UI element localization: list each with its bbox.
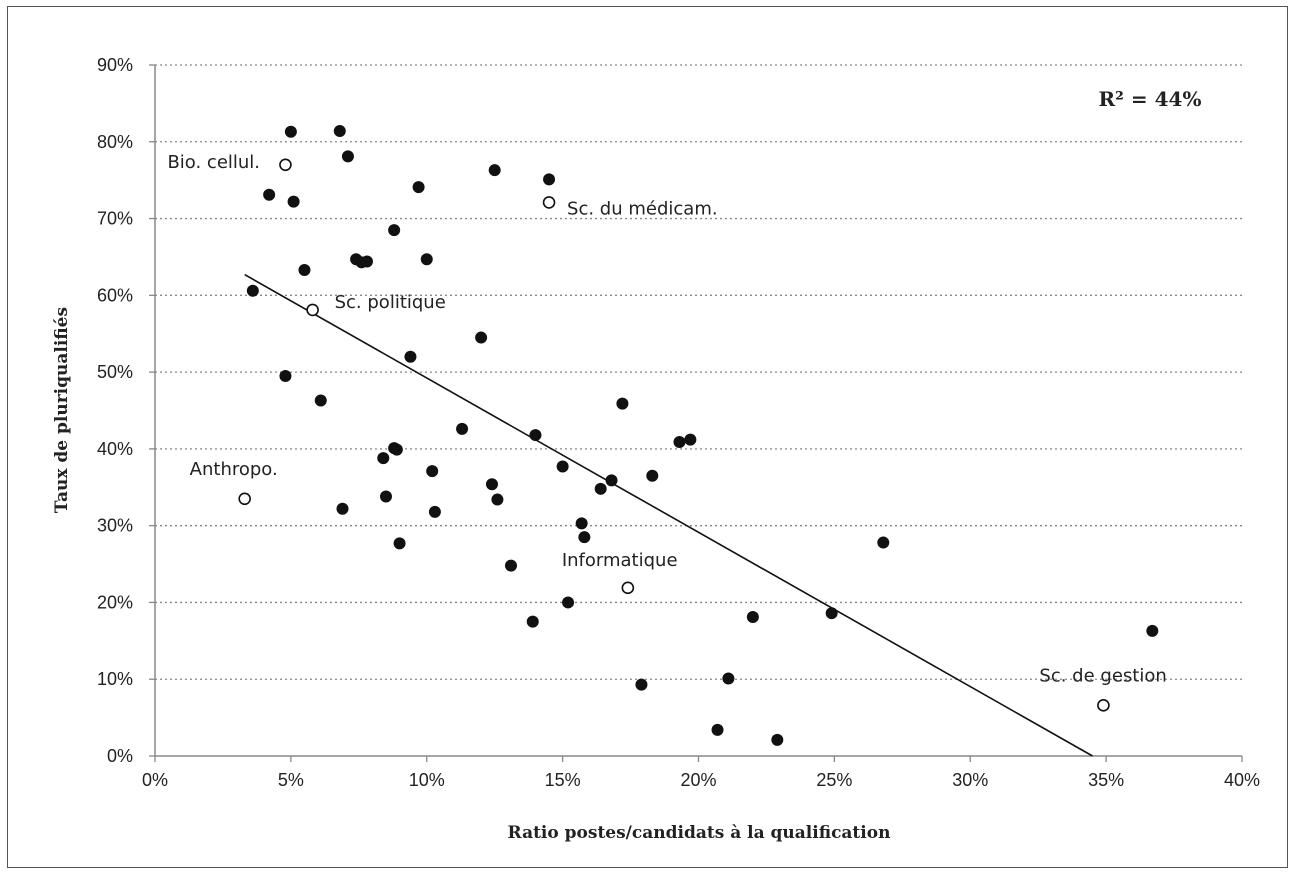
labeled-points xyxy=(238,158,1110,712)
labeled-data-point xyxy=(1097,699,1110,712)
r-squared-annotation: R² = 44% xyxy=(1099,87,1202,111)
y-axis-title: Taux de pluriqualifiés xyxy=(52,307,72,513)
x-tick-label: 15% xyxy=(545,770,581,790)
y-tick-label: 90% xyxy=(97,55,133,75)
y-tick-label: 40% xyxy=(97,439,133,459)
x-tick-label: 40% xyxy=(1224,770,1260,790)
data-point xyxy=(635,678,648,691)
data-point xyxy=(485,478,498,491)
data-point xyxy=(1146,624,1159,637)
data-point xyxy=(336,502,349,515)
x-tick-labels: 0% 5% 10% 15% 20% 25% 30% 35% 40% xyxy=(142,756,1260,790)
data-point xyxy=(526,615,539,628)
data-point xyxy=(684,433,697,446)
y-tick-label: 80% xyxy=(97,132,133,152)
y-tick-label: 10% xyxy=(97,669,133,689)
data-point xyxy=(388,224,401,237)
data-point xyxy=(377,452,390,465)
gridlines xyxy=(155,64,1242,680)
point-label: Sc. politique xyxy=(335,292,446,313)
x-tick-label: 10% xyxy=(409,770,445,790)
data-point xyxy=(314,394,327,407)
data-point xyxy=(746,611,759,624)
data-point xyxy=(529,429,542,442)
data-point xyxy=(279,369,292,382)
data-point xyxy=(428,505,441,518)
data-point xyxy=(504,559,517,572)
y-tick-label: 50% xyxy=(97,362,133,382)
labeled-data-point xyxy=(306,303,319,317)
labeled-data-point xyxy=(238,492,251,506)
data-point xyxy=(556,460,569,473)
data-point xyxy=(246,284,259,297)
data-point xyxy=(284,125,297,138)
data-point xyxy=(333,125,346,138)
data-point xyxy=(605,474,618,487)
data-point xyxy=(298,263,311,276)
x-axis-title: Ratio postes/candidats à la qualificatio… xyxy=(508,823,891,843)
data-point xyxy=(379,490,392,503)
data-point xyxy=(475,331,488,344)
data-point xyxy=(390,443,403,456)
data-point xyxy=(456,422,469,435)
data-point xyxy=(646,469,659,482)
data-point xyxy=(287,195,300,208)
y-tick-label: 70% xyxy=(97,209,133,229)
point-annotations: Bio. cellul. Sc. du médicam. Sc. politique… xyxy=(167,152,1166,687)
x-tick-label: 20% xyxy=(680,770,716,790)
data-point xyxy=(562,596,575,609)
x-tick-label: 25% xyxy=(816,770,852,790)
data-points xyxy=(246,125,1159,746)
labeled-data-point xyxy=(279,158,292,172)
data-point xyxy=(491,493,504,506)
data-point xyxy=(420,253,433,266)
data-point xyxy=(673,435,686,448)
x-tick-label: 0% xyxy=(142,770,168,790)
y-tick-label: 20% xyxy=(97,592,133,612)
labeled-data-point xyxy=(542,196,556,209)
labeled-data-point xyxy=(621,581,635,595)
point-label: Sc. de gestion xyxy=(1039,665,1166,686)
data-point xyxy=(825,607,838,620)
y-tick-label: 30% xyxy=(97,516,133,536)
data-point xyxy=(722,672,735,685)
x-tick-label: 35% xyxy=(1088,770,1124,790)
point-label: Sc. du médicam. xyxy=(567,198,718,219)
chart-frame xyxy=(7,6,1288,868)
data-point xyxy=(341,150,354,163)
data-point xyxy=(575,517,588,530)
point-label: Anthropo. xyxy=(190,459,278,480)
data-point xyxy=(543,173,556,186)
data-point xyxy=(594,482,607,495)
data-point xyxy=(404,350,417,363)
x-tick-label: 5% xyxy=(278,770,304,790)
data-point xyxy=(578,531,591,544)
point-label: Informatique xyxy=(562,550,678,571)
point-label: Bio. cellul. xyxy=(167,152,260,173)
x-tick-label: 30% xyxy=(952,770,988,790)
data-point xyxy=(711,723,724,736)
data-point xyxy=(426,465,439,478)
data-point xyxy=(393,537,406,550)
trendline xyxy=(244,273,1093,757)
y-tick-labels: 0% 10% 20% 30% 40% 50% 60% 70% 80% 90% xyxy=(97,55,155,766)
y-tick-label: 0% xyxy=(107,746,133,766)
data-point xyxy=(616,397,629,410)
data-point xyxy=(263,188,276,201)
data-point xyxy=(488,164,501,177)
data-point xyxy=(412,181,425,194)
data-point xyxy=(771,733,784,746)
data-point xyxy=(360,255,373,268)
y-tick-label: 60% xyxy=(97,285,133,305)
data-point xyxy=(877,536,890,549)
